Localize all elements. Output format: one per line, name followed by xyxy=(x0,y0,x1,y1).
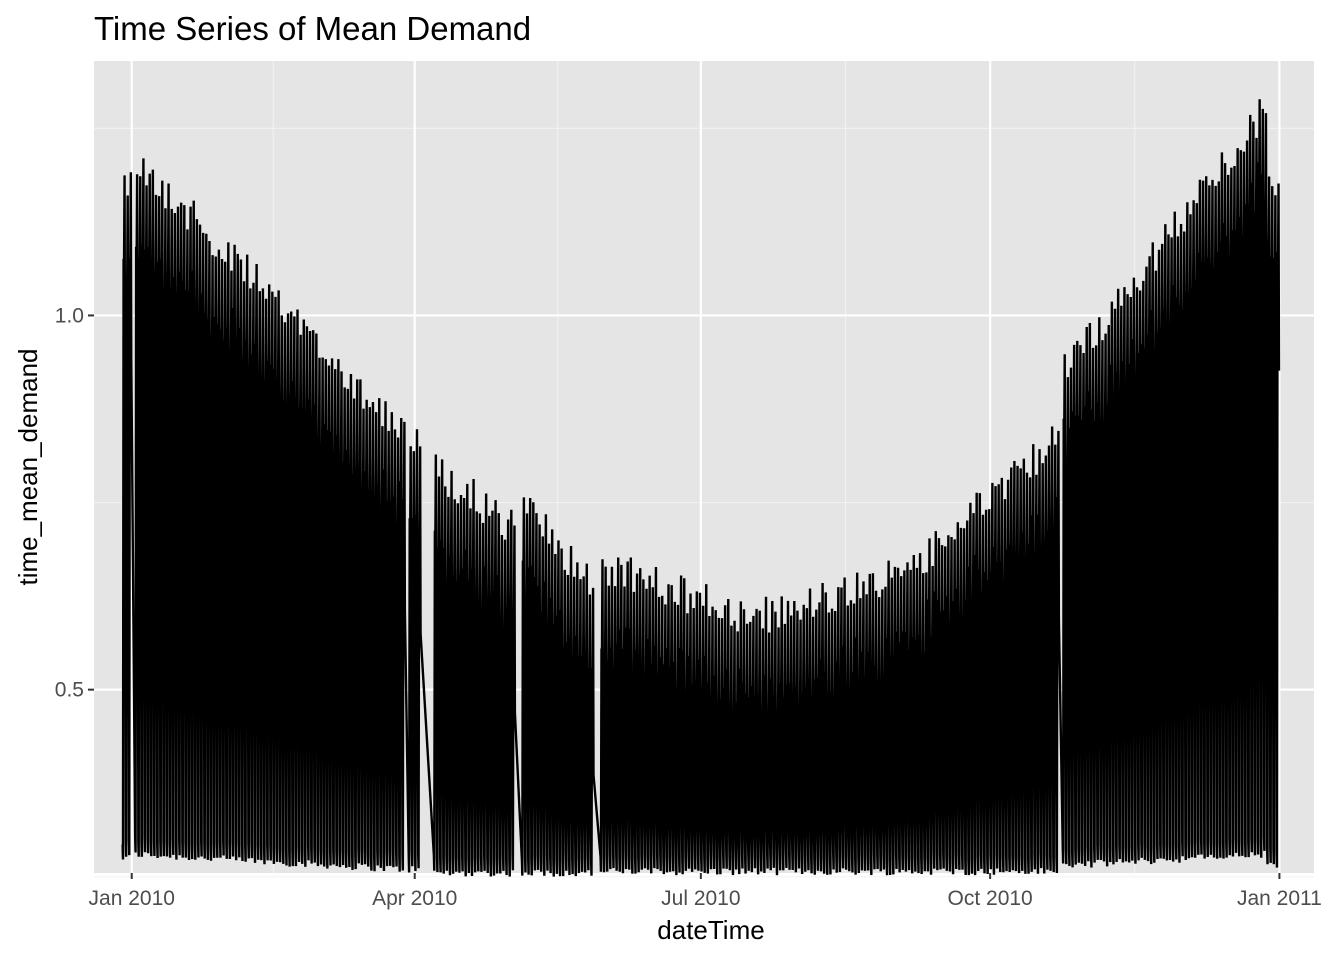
x-tick-label-1: Apr 2010 xyxy=(372,887,457,910)
y-axis: 0.5 1.0 xyxy=(55,304,94,702)
x-tick-label-0: Jan 2010 xyxy=(89,887,175,910)
y-axis-title: time_mean_demand xyxy=(13,348,43,585)
x-axis-title: dateTime xyxy=(657,915,764,945)
y-tick-label-1: 1.0 xyxy=(55,304,84,327)
y-tick-label-0: 0.5 xyxy=(55,679,84,702)
x-tick-label-3: Oct 2010 xyxy=(948,887,1033,910)
series-path-time-mean-demand xyxy=(121,99,1281,877)
chart-title: Time Series of Mean Demand xyxy=(94,10,531,47)
x-tick-label-4: Jan 2011 xyxy=(1237,887,1322,910)
x-tick-label-2: Jul 2010 xyxy=(661,887,740,910)
x-axis: Jan 2010 Apr 2010 Jul 2010 Oct 2010 Jan 2011 xyxy=(89,873,1322,910)
series-line xyxy=(121,99,1281,877)
